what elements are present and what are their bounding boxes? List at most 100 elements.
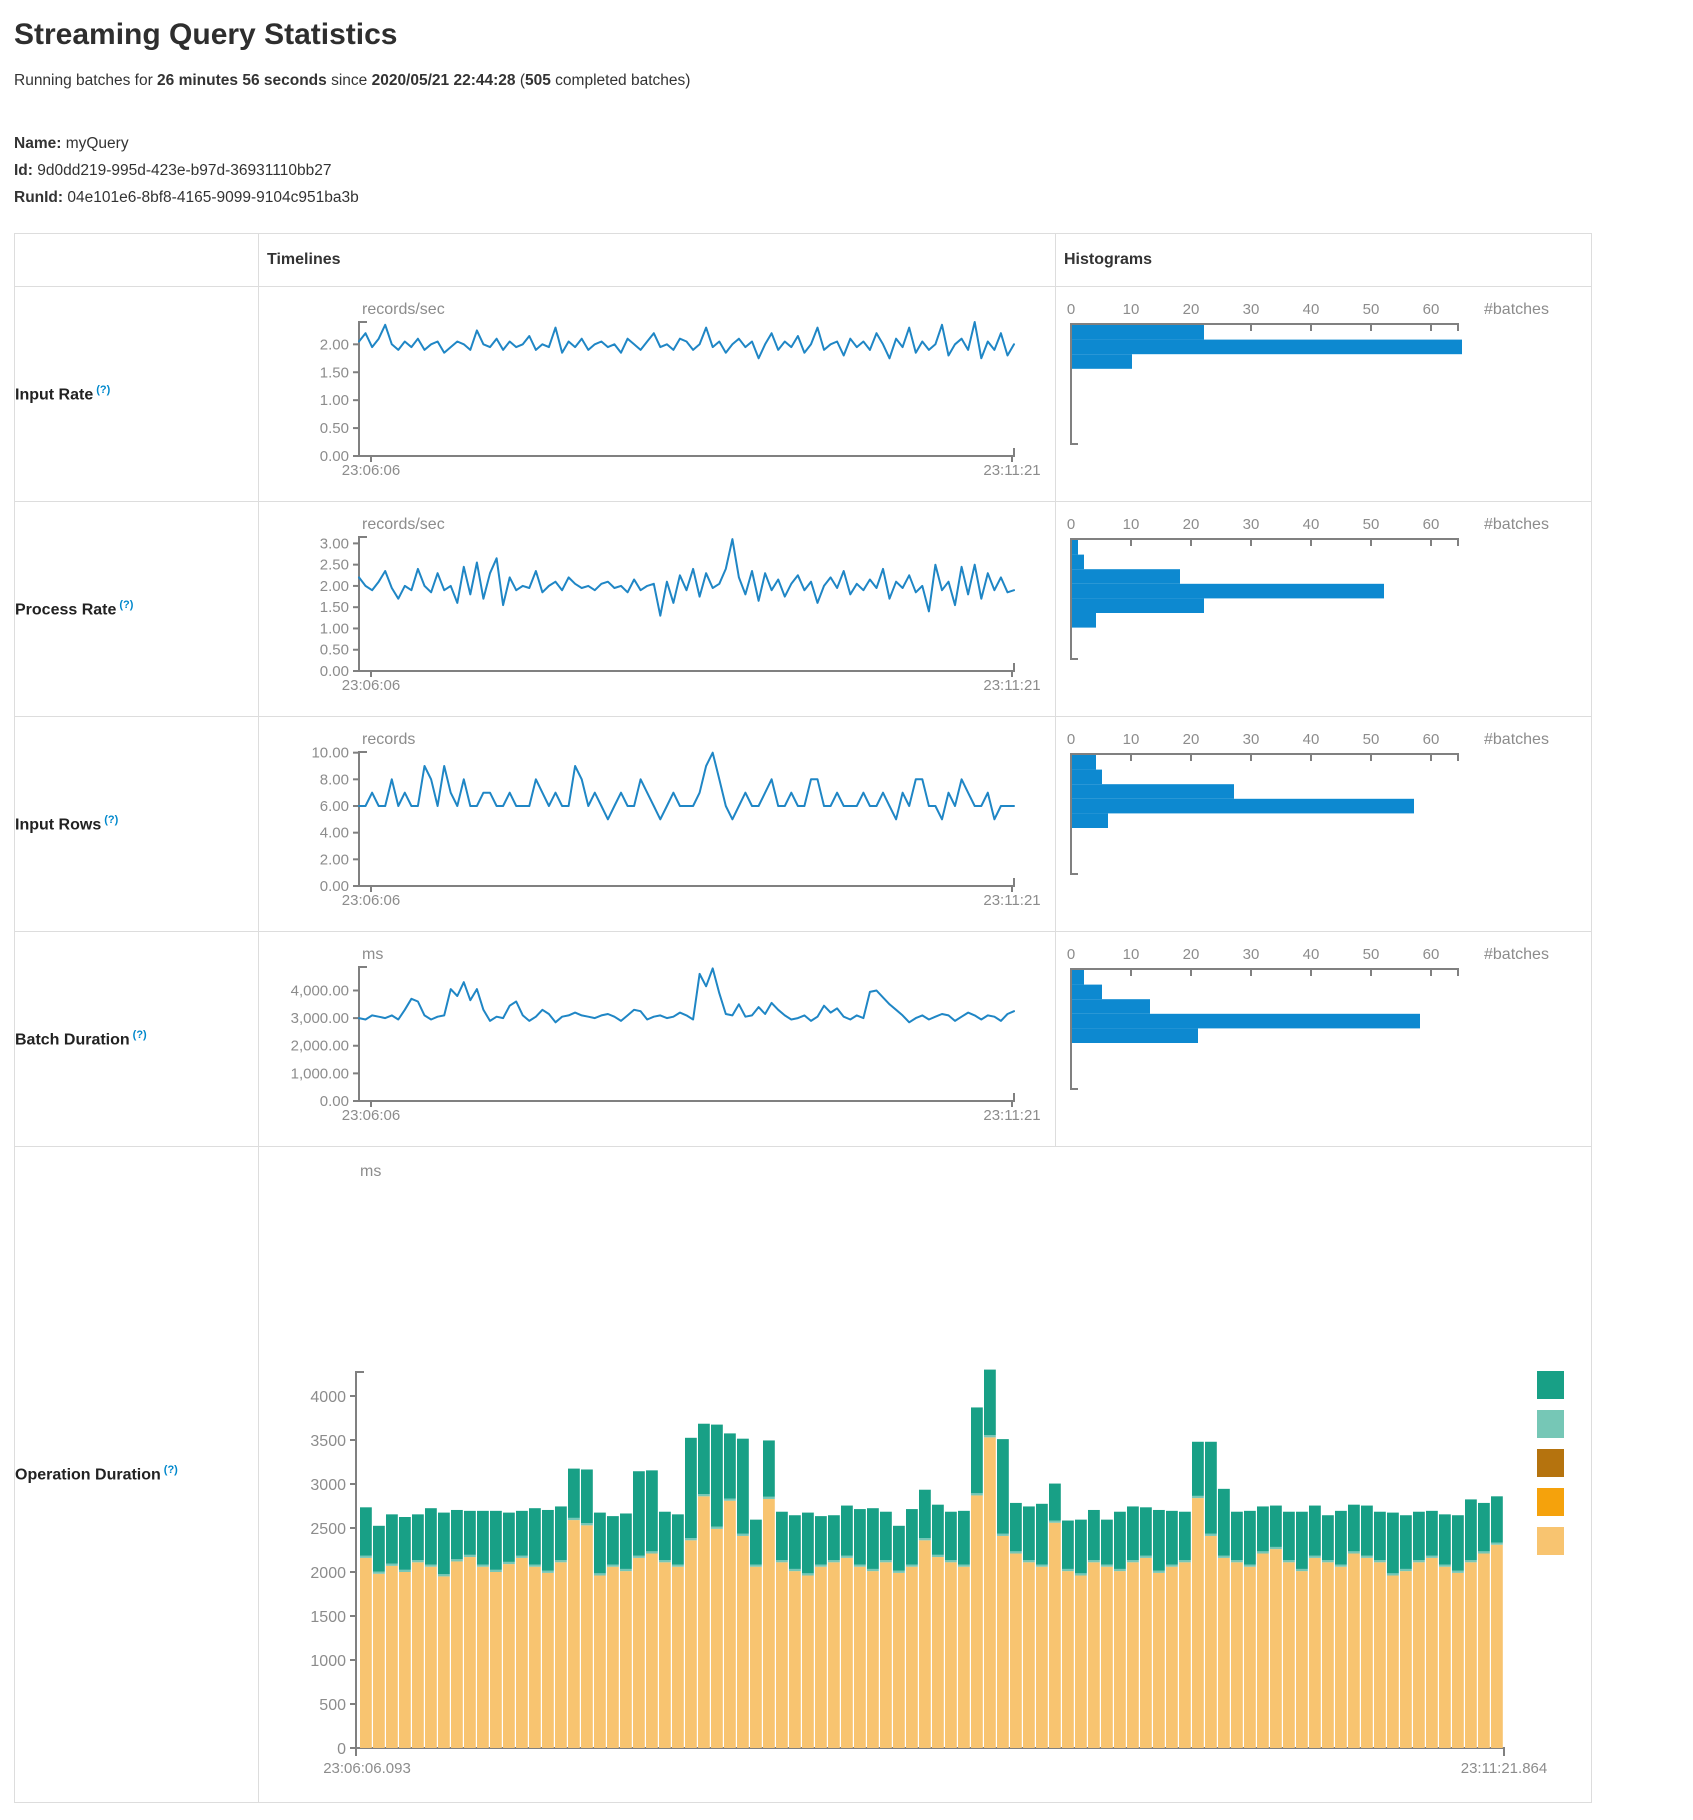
svg-text:1.00: 1.00: [320, 620, 349, 637]
query-name-row: Name: myQuery: [14, 130, 1679, 157]
process-rate-help-icon[interactable]: (?): [119, 598, 134, 611]
input-rate-row: Input Rate (?) records/sec 2.00 1.50 1.00 0.5…: [14, 286, 1592, 502]
svg-text:40: 40: [1303, 731, 1320, 748]
histograms-column-header: Histograms: [1055, 233, 1592, 287]
svg-text:20: 20: [1183, 301, 1200, 318]
summary-text: since: [326, 72, 372, 89]
input-rate-help-icon[interactable]: (?): [96, 383, 111, 396]
timelines-column-header: Timelines: [258, 233, 1056, 287]
svg-text:records/sec: records/sec: [362, 516, 445, 533]
svg-text:23:11:21: 23:11:21: [983, 677, 1040, 694]
svg-text:#batches: #batches: [1484, 731, 1549, 748]
batch-duration-timeline-cell: ms 4,000.00 3,000.00 2,000.00 1,000.00 0.00 23…: [258, 931, 1056, 1147]
svg-text:0: 0: [1067, 301, 1075, 318]
input-rows-timeline-chart: records 10.00 8.00 6.00 4.00 2.00 0.0023:06:06…: [311, 731, 1040, 909]
svg-text:1.50: 1.50: [320, 599, 349, 616]
svg-text:1,000.00: 1,000.00: [291, 1065, 349, 1082]
svg-text:0.00: 0.00: [320, 663, 349, 680]
svg-text:6.00: 6.00: [320, 798, 349, 815]
batch-duration-histogram-cell: 0 10 20 30 40 50 60 #batches: [1055, 931, 1592, 1147]
operation-duration-legend: [1537, 1371, 1564, 1566]
legend-swatch: [1537, 1371, 1564, 1399]
process-rate-timeline-cell: records/sec 3.00 2.50 2.00 1.50 1.00 0.50 0.00 2…: [258, 501, 1056, 717]
svg-text:0.50: 0.50: [320, 642, 349, 659]
svg-text:1.00: 1.00: [320, 392, 349, 409]
svg-text:10: 10: [1123, 731, 1140, 748]
operation-duration-help-icon[interactable]: (?): [163, 1464, 178, 1477]
svg-text:23:11:21: 23:11:21: [983, 1107, 1040, 1124]
runid-label: RunId:: [14, 189, 64, 206]
batch-duration-help-icon[interactable]: (?): [132, 1028, 147, 1041]
svg-text:60: 60: [1423, 731, 1440, 748]
svg-text:40: 40: [1303, 946, 1320, 963]
svg-text:ms: ms: [360, 1163, 381, 1180]
operation-duration-chart-cell: ms 4000 3500 3000 2500 2000 1500 1000 500 0 23:06:…: [258, 1146, 1592, 1803]
svg-text:60: 60: [1423, 516, 1440, 533]
statistics-table: Timelines Histograms Input Rate (?) recor…: [14, 233, 1592, 1803]
svg-text:#batches: #batches: [1484, 946, 1549, 963]
input-rows-help-icon[interactable]: (?): [104, 813, 119, 826]
runid-value: 04e101e6-8bf8-4165-9099-9104c951ba3b: [63, 189, 359, 206]
svg-text:0: 0: [1067, 731, 1075, 748]
input-rows-label-cell: Input Rows (?): [14, 716, 259, 932]
svg-text:30: 30: [1243, 301, 1260, 318]
summary-text: Running batches for: [14, 72, 158, 89]
svg-text:records: records: [362, 731, 415, 748]
svg-text:ms: ms: [362, 946, 383, 963]
svg-text:#batches: #batches: [1484, 516, 1549, 533]
batch-duration-row: Batch Duration (?) ms 4,000.00 3,000.00 2,00…: [14, 931, 1592, 1147]
query-metadata: Name: myQuery Id: 9d0dd219-995d-423e-b97…: [14, 130, 1679, 211]
svg-text:23:11:21: 23:11:21: [983, 892, 1040, 909]
process-rate-row: Process Rate (?) records/sec 3.00 2.50 2.00 1…: [14, 501, 1592, 717]
name-value: myQuery: [61, 135, 129, 152]
running-duration: 26 minutes 56 seconds: [157, 72, 327, 89]
process-rate-timeline-chart: records/sec3.002.502.001.501.000.500.002…: [320, 516, 1041, 694]
operation-duration-row: Operation Duration (?) ms 4000 3500 3000 2500…: [14, 1146, 1592, 1803]
svg-text:500: 500: [319, 1697, 346, 1714]
input-rate-label: Input Rate: [15, 386, 94, 404]
input-rows-label: Input Rows: [15, 816, 102, 834]
svg-text:8.00: 8.00: [320, 771, 349, 788]
summary-text: (: [515, 72, 525, 89]
input-rows-timeline-cell: records 10.00 8.00 6.00 4.00 2.00 0.00 23:06:06…: [258, 716, 1056, 932]
table-header-row: Timelines Histograms: [14, 233, 1592, 287]
legend-swatch: [1537, 1488, 1564, 1516]
svg-text:23:11:21: 23:11:21: [983, 462, 1040, 479]
svg-text:3.00: 3.00: [320, 535, 349, 552]
svg-text:2.00: 2.00: [320, 851, 349, 868]
svg-text:2500: 2500: [310, 1521, 346, 1538]
input-rate-histogram-chart: 0 10 20 30 40 50 60 #batches: [1067, 301, 1549, 445]
batch-duration-label-cell: Batch Duration (?): [14, 931, 259, 1147]
svg-text:30: 30: [1243, 946, 1260, 963]
svg-text:3000: 3000: [310, 1477, 346, 1494]
running-batches-summary: Running batches for 26 minutes 56 second…: [14, 72, 1679, 90]
process-rate-label-cell: Process Rate (?): [14, 501, 259, 717]
input-rows-histogram-cell: 0 10 20 30 40 50 60 #batches: [1055, 716, 1592, 932]
svg-text:30: 30: [1243, 731, 1260, 748]
query-id-row: Id: 9d0dd219-995d-423e-b97d-36931110bb27: [14, 157, 1679, 184]
legend-swatch: [1537, 1410, 1564, 1438]
operation-duration-chart: ms 4000 3500 3000 2500 2000 1500 1000 500 0 23:06:…: [310, 1163, 1547, 1777]
operation-duration-label: Operation Duration: [15, 1466, 161, 1484]
svg-text:60: 60: [1423, 301, 1440, 318]
svg-text:23:06:06: 23:06:06: [342, 677, 400, 694]
svg-text:2,000.00: 2,000.00: [291, 1038, 349, 1055]
svg-text:10: 10: [1123, 301, 1140, 318]
svg-text:23:06:06: 23:06:06: [342, 462, 400, 479]
svg-text:40: 40: [1303, 301, 1320, 318]
name-label: Name:: [14, 135, 62, 152]
svg-text:4.00: 4.00: [320, 825, 349, 842]
process-rate-label: Process Rate: [15, 601, 117, 619]
svg-text:10.00: 10.00: [311, 745, 349, 762]
svg-text:20: 20: [1183, 731, 1200, 748]
batch-duration-label: Batch Duration: [15, 1031, 130, 1049]
svg-text:50: 50: [1363, 301, 1380, 318]
page-title: Streaming Query Statistics: [14, 18, 398, 51]
svg-text:1.50: 1.50: [320, 364, 349, 381]
input-rate-label-cell: Input Rate (?): [14, 286, 259, 502]
svg-text:#batches: #batches: [1484, 301, 1549, 318]
summary-text: completed batches): [550, 72, 691, 89]
svg-text:2.00: 2.00: [320, 578, 349, 595]
